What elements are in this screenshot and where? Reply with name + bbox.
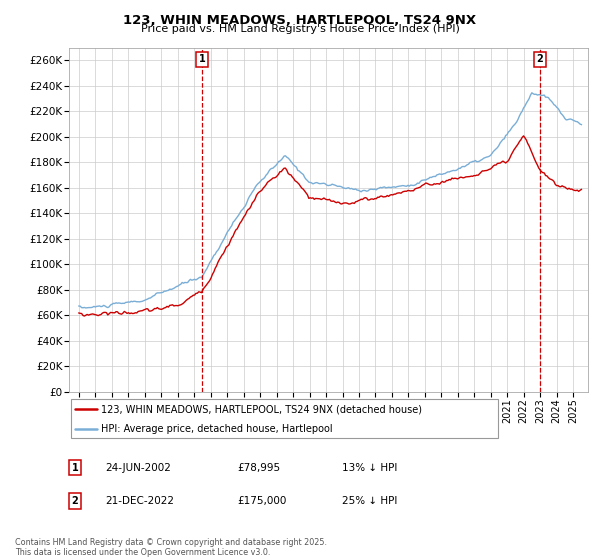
Text: HPI: Average price, detached house, Hartlepool: HPI: Average price, detached house, Hart… <box>101 424 333 434</box>
Text: 25% ↓ HPI: 25% ↓ HPI <box>342 496 397 506</box>
Text: £78,995: £78,995 <box>237 463 280 473</box>
Text: 1: 1 <box>71 463 79 473</box>
Text: 2: 2 <box>71 496 79 506</box>
Text: £175,000: £175,000 <box>237 496 286 506</box>
Text: 2: 2 <box>536 54 543 64</box>
Text: 24-JUN-2002: 24-JUN-2002 <box>105 463 171 473</box>
Text: Price paid vs. HM Land Registry's House Price Index (HPI): Price paid vs. HM Land Registry's House … <box>140 24 460 34</box>
Text: 13% ↓ HPI: 13% ↓ HPI <box>342 463 397 473</box>
FancyBboxPatch shape <box>71 399 498 438</box>
Text: 1: 1 <box>199 54 206 64</box>
Text: Contains HM Land Registry data © Crown copyright and database right 2025.
This d: Contains HM Land Registry data © Crown c… <box>15 538 327 557</box>
Text: 123, WHIN MEADOWS, HARTLEPOOL, TS24 9NX: 123, WHIN MEADOWS, HARTLEPOOL, TS24 9NX <box>124 14 476 27</box>
Text: 21-DEC-2022: 21-DEC-2022 <box>105 496 174 506</box>
Text: 123, WHIN MEADOWS, HARTLEPOOL, TS24 9NX (detached house): 123, WHIN MEADOWS, HARTLEPOOL, TS24 9NX … <box>101 404 422 414</box>
